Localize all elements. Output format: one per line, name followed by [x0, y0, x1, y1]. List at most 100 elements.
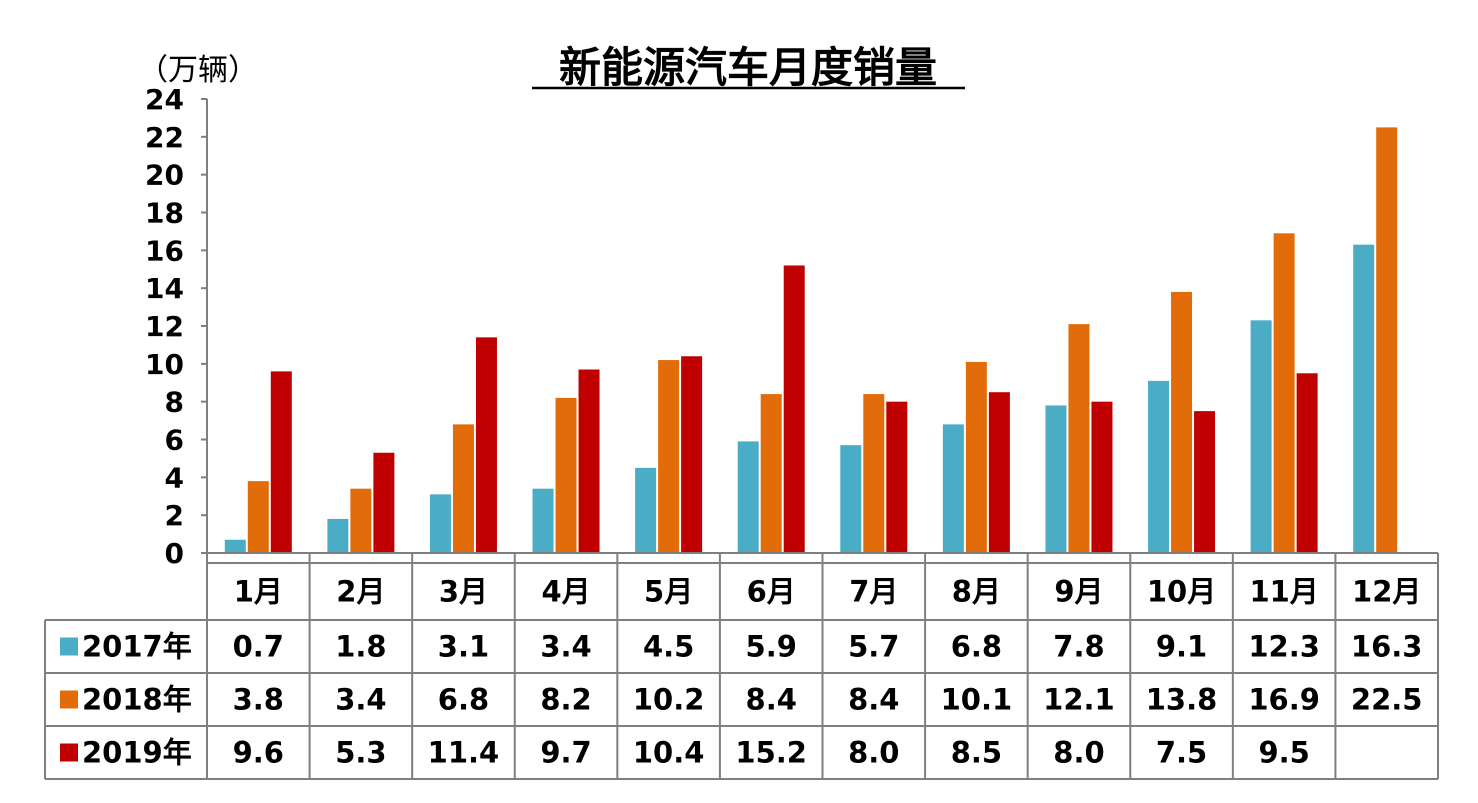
legend-swatch [60, 743, 78, 762]
data-label: 12.3 [1248, 630, 1320, 664]
data-label: 7.5 [1156, 736, 1207, 770]
data-label: 8.0 [1053, 736, 1104, 770]
bar-2-9 [1068, 324, 1090, 553]
category-label: 12月 [1352, 575, 1421, 609]
bar-1-10 [1148, 380, 1170, 553]
data-label: 10.4 [633, 736, 705, 770]
y-tick-label: 10 [145, 348, 184, 381]
category-label: 2月 [336, 575, 385, 609]
data-label: 10.2 [633, 683, 705, 717]
bar-3-4 [578, 369, 600, 553]
data-label: 3.4 [540, 630, 591, 664]
data-label: 16.9 [1248, 683, 1320, 717]
y-tick-label: 20 [145, 159, 184, 192]
data-label: 22.5 [1351, 683, 1423, 717]
data-label: 8.4 [746, 683, 797, 717]
data-label: 10.1 [941, 683, 1013, 717]
category-label: 8月 [952, 575, 1001, 609]
data-label: 5.7 [848, 630, 899, 664]
y-tick-label: 4 [165, 461, 184, 494]
bar-1-9 [1045, 405, 1067, 553]
bar-1-3 [429, 494, 451, 553]
y-tick-label: 6 [165, 424, 184, 457]
legend-swatch [60, 690, 78, 709]
data-label: 3.1 [438, 630, 489, 664]
bar-1-7 [840, 445, 862, 553]
y-tick-label: 0 [165, 537, 184, 570]
data-label: 9.6 [233, 736, 284, 770]
data-label: 3.8 [233, 683, 284, 717]
bar-3-5 [681, 356, 703, 553]
bar-1-6 [737, 441, 759, 553]
bar-3-7 [886, 401, 908, 553]
bar-1-11 [1250, 320, 1272, 553]
category-label: 1月 [234, 575, 283, 609]
bar-1-1 [224, 539, 246, 553]
bar-2-3 [452, 424, 474, 553]
bar-2-10 [1171, 291, 1193, 553]
bar-1-8 [942, 424, 964, 553]
data-label: 5.9 [746, 630, 797, 664]
data-label: 9.1 [1156, 630, 1207, 664]
data-label: 8.4 [848, 683, 899, 717]
y-tick-label: 18 [145, 197, 184, 230]
y-tick-label: 12 [145, 310, 184, 343]
bar-2-11 [1273, 233, 1295, 553]
bar-2-2 [350, 488, 372, 553]
bar-1-4 [532, 488, 554, 553]
data-label: 8.2 [540, 683, 591, 717]
data-label: 9.7 [540, 736, 591, 770]
category-label: 4月 [541, 575, 590, 609]
bar-2-7 [863, 394, 885, 553]
chart-title: 新能源汽车月度销量 [559, 43, 937, 92]
category-label: 5月 [644, 575, 693, 609]
data-label: 6.8 [438, 683, 489, 717]
y-tick-label: 24 [145, 83, 184, 116]
data-label: 3.4 [335, 683, 386, 717]
legend-label: 2019年 [82, 736, 192, 770]
data-label: 1.8 [335, 630, 386, 664]
data-label: 6.8 [951, 630, 1002, 664]
legend-label: 2018年 [82, 683, 192, 717]
bar-3-2 [373, 452, 395, 553]
bar-2-12 [1376, 127, 1398, 553]
category-label: 6月 [747, 575, 796, 609]
bar-3-6 [783, 265, 805, 553]
bar-2-1 [247, 481, 269, 553]
bar-3-10 [1194, 411, 1216, 553]
data-label: 15.2 [735, 736, 807, 770]
category-label: 10月 [1147, 575, 1216, 609]
data-label: 7.8 [1053, 630, 1104, 664]
data-label: 8.5 [951, 736, 1002, 770]
category-label: 9月 [1054, 575, 1103, 609]
bar-1-5 [635, 467, 657, 553]
legend-label: 2017年 [82, 630, 192, 664]
y-axis-unit-label: （万辆） [138, 53, 258, 88]
data-label: 12.1 [1043, 683, 1115, 717]
bar-3-11 [1296, 373, 1318, 553]
y-tick-label: 2 [165, 499, 184, 532]
data-label: 11.4 [428, 736, 500, 770]
category-label: 11月 [1249, 575, 1318, 609]
data-label: 5.3 [335, 736, 386, 770]
bar-2-8 [965, 361, 987, 553]
data-label: 8.0 [848, 736, 899, 770]
data-table: 1月 2月 3月 4月 5月 6月 7月 8月 9月 10月 11月 12月 2017年 0.7 1.8 3.… [44, 553, 1439, 780]
bar-1-12 [1353, 244, 1375, 554]
y-tick-label: 14 [145, 272, 184, 305]
bar-1-2 [327, 518, 349, 553]
bar-3-9 [1091, 401, 1113, 553]
legend-swatch [60, 637, 78, 656]
data-label: 16.3 [1351, 630, 1423, 664]
bar-3-8 [988, 392, 1010, 553]
y-tick-label: 16 [145, 234, 184, 267]
y-tick-label: 8 [165, 386, 184, 419]
bar-2-4 [555, 397, 577, 553]
data-label: 13.8 [1146, 683, 1218, 717]
y-tick-label: 22 [145, 121, 184, 154]
category-label: 7月 [849, 575, 898, 609]
bar-2-6 [760, 394, 782, 553]
bars-layer [224, 127, 1398, 554]
